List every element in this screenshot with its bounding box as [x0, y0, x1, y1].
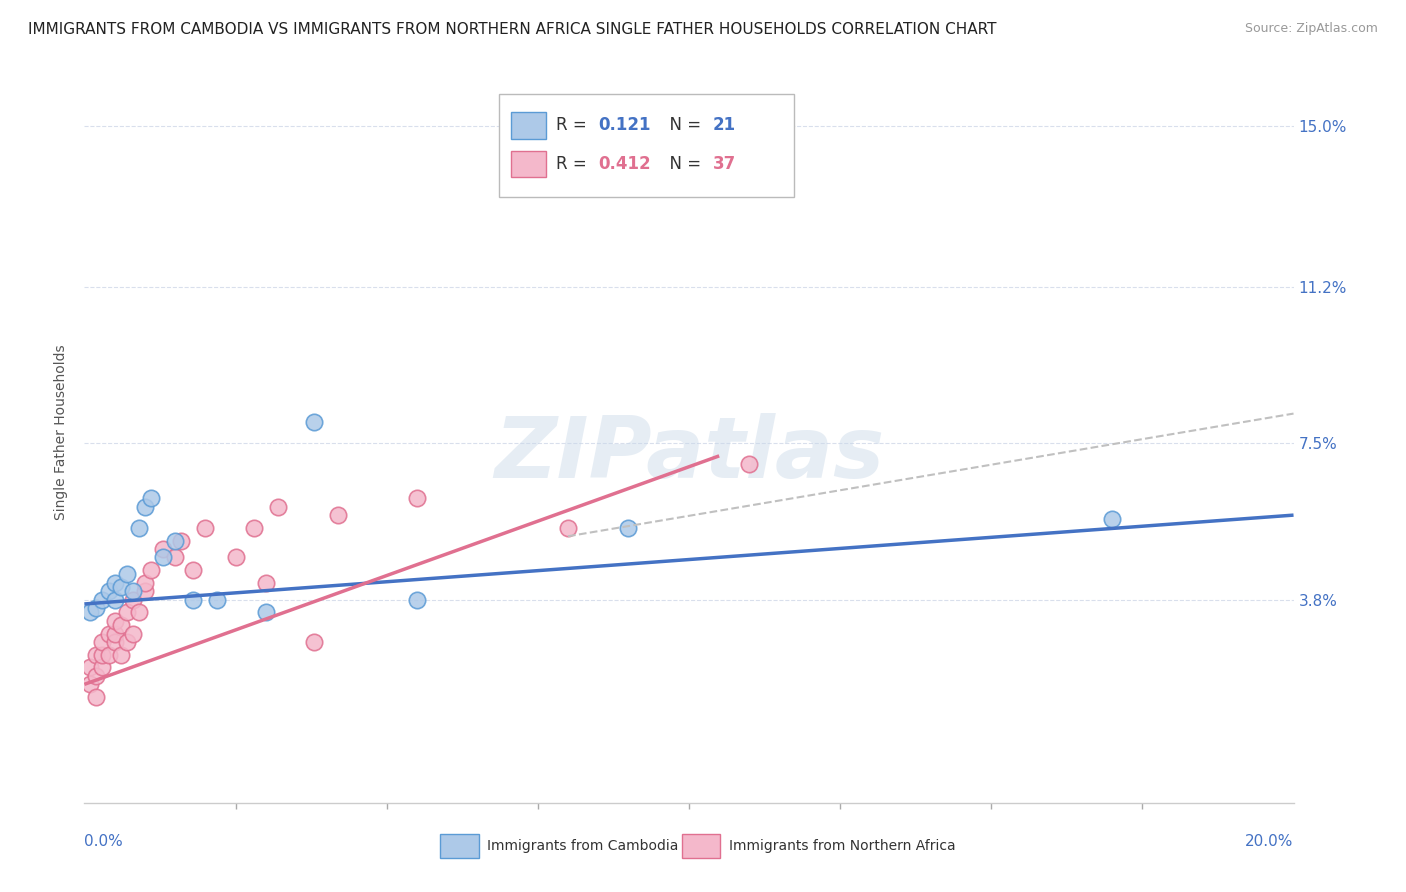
- Point: [134, 500, 156, 514]
- Point: [152, 550, 174, 565]
- Text: 21: 21: [713, 116, 737, 135]
- Point: [104, 575, 127, 590]
- Text: N =: N =: [659, 155, 706, 173]
- Point: [121, 626, 143, 640]
- Point: [121, 584, 143, 599]
- Text: Source: ZipAtlas.com: Source: ZipAtlas.com: [1244, 22, 1378, 36]
- Point: [128, 521, 150, 535]
- Y-axis label: Single Father Households: Single Father Households: [55, 345, 69, 520]
- Point: [104, 626, 127, 640]
- Point: [406, 592, 429, 607]
- Point: [165, 550, 187, 565]
- Point: [86, 690, 108, 704]
- Point: [91, 635, 114, 649]
- Point: [557, 521, 579, 535]
- Point: [79, 660, 101, 674]
- Point: [104, 592, 127, 607]
- Point: [328, 508, 350, 522]
- FancyBboxPatch shape: [499, 95, 794, 197]
- Point: [97, 648, 120, 662]
- Point: [97, 626, 120, 640]
- Text: 0.412: 0.412: [599, 155, 651, 173]
- Point: [225, 550, 247, 565]
- Point: [181, 563, 204, 577]
- Point: [91, 592, 114, 607]
- Point: [115, 567, 138, 582]
- Point: [302, 635, 325, 649]
- Point: [152, 541, 174, 556]
- Point: [617, 521, 640, 535]
- Point: [121, 592, 143, 607]
- Point: [128, 606, 150, 620]
- Point: [86, 648, 108, 662]
- Point: [91, 660, 114, 674]
- Point: [115, 606, 138, 620]
- Point: [254, 606, 277, 620]
- FancyBboxPatch shape: [512, 151, 547, 178]
- Point: [207, 592, 229, 607]
- Text: R =: R =: [555, 116, 592, 135]
- Point: [86, 601, 108, 615]
- Point: [194, 521, 217, 535]
- Text: ZIPatlas: ZIPatlas: [494, 413, 884, 496]
- Point: [406, 491, 429, 506]
- FancyBboxPatch shape: [682, 834, 720, 857]
- Point: [267, 500, 290, 514]
- Point: [110, 618, 132, 632]
- Point: [134, 575, 156, 590]
- Point: [86, 669, 108, 683]
- Point: [110, 648, 132, 662]
- Text: 0.121: 0.121: [599, 116, 651, 135]
- Point: [170, 533, 193, 548]
- Point: [115, 635, 138, 649]
- Point: [104, 635, 127, 649]
- Point: [79, 606, 101, 620]
- Point: [181, 592, 204, 607]
- Point: [139, 563, 162, 577]
- Point: [738, 458, 761, 472]
- Text: R =: R =: [555, 155, 592, 173]
- Point: [302, 415, 325, 429]
- Point: [79, 677, 101, 691]
- Point: [254, 575, 277, 590]
- Text: 37: 37: [713, 155, 737, 173]
- Point: [1101, 512, 1123, 526]
- Text: Immigrants from Northern Africa: Immigrants from Northern Africa: [728, 838, 956, 853]
- Text: IMMIGRANTS FROM CAMBODIA VS IMMIGRANTS FROM NORTHERN AFRICA SINGLE FATHER HOUSEH: IMMIGRANTS FROM CAMBODIA VS IMMIGRANTS F…: [28, 22, 997, 37]
- Point: [134, 584, 156, 599]
- Text: Immigrants from Cambodia: Immigrants from Cambodia: [486, 838, 678, 853]
- Point: [110, 580, 132, 594]
- Point: [104, 614, 127, 628]
- FancyBboxPatch shape: [440, 834, 478, 857]
- Text: 0.0%: 0.0%: [84, 834, 124, 849]
- Text: 20.0%: 20.0%: [1246, 834, 1294, 849]
- Point: [91, 648, 114, 662]
- Point: [97, 584, 120, 599]
- Point: [139, 491, 162, 506]
- FancyBboxPatch shape: [512, 112, 547, 138]
- Text: N =: N =: [659, 116, 706, 135]
- Point: [165, 533, 187, 548]
- Point: [242, 521, 264, 535]
